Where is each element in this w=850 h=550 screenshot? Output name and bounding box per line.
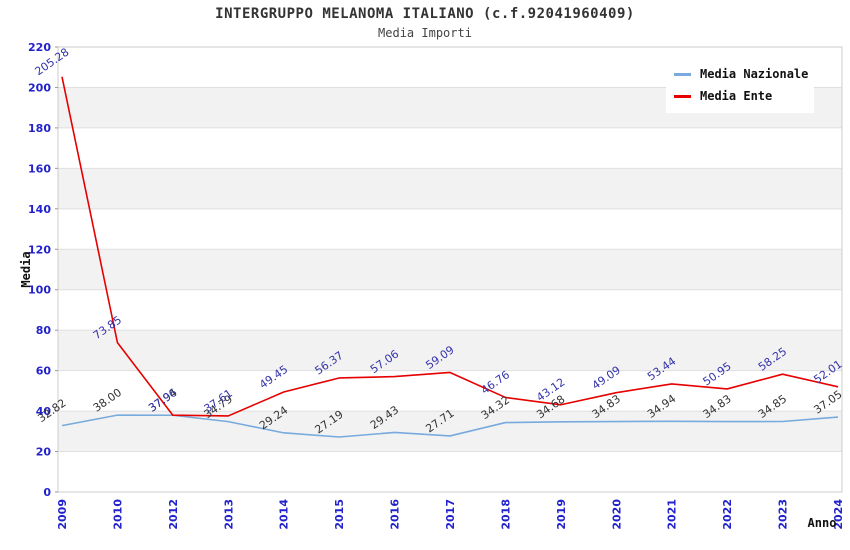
- chart-title: INTERGRUPPO MELANOMA ITALIANO (c.f.92041…: [215, 6, 635, 22]
- y-tick-label: 20: [36, 446, 52, 459]
- y-tick-label: 180: [28, 122, 51, 135]
- y-tick-label: 220: [28, 41, 51, 54]
- series-line-media-ente: [61, 76, 839, 417]
- y-tick-label: 100: [28, 284, 51, 297]
- x-tick-label: 2021: [666, 499, 679, 530]
- x-tick-label: 2020: [610, 499, 623, 530]
- grid-band: [58, 168, 842, 209]
- chart-subtitle: Media Importi: [378, 26, 472, 40]
- media-nazionale-line-swatch: [674, 72, 691, 76]
- grid-band: [58, 330, 842, 371]
- x-tick-label: 2010: [111, 499, 124, 530]
- x-tick-label: 2024: [832, 499, 845, 530]
- x-tick-label: 2017: [444, 499, 457, 530]
- x-tick-label: 2009: [56, 499, 69, 530]
- y-tick-label: 120: [28, 243, 51, 256]
- x-tick-label: 2014: [278, 499, 291, 530]
- y-tick-label: 200: [28, 81, 51, 94]
- media-ente-line-swatch: [674, 94, 691, 98]
- y-tick-label: 140: [28, 203, 51, 216]
- x-axis-title: Anno: [808, 516, 837, 530]
- y-axis-title: Media: [19, 251, 33, 287]
- grid-band: [58, 249, 842, 290]
- y-tick-label: 80: [36, 324, 52, 337]
- x-tick-label: 2018: [499, 499, 512, 530]
- x-tick-label: 2019: [555, 499, 568, 530]
- legend-label: Media Nazionale: [700, 67, 809, 81]
- x-tick-label: 2016: [389, 499, 402, 530]
- x-tick-label: 2022: [721, 499, 734, 530]
- legend-item-media-nazionale: Media Nazionale: [674, 63, 809, 85]
- chart-legend: Media Nazionale Media Ente: [666, 56, 814, 113]
- series-line-media-nazionale: [61, 414, 839, 438]
- y-tick-label: 160: [28, 162, 51, 175]
- x-tick-label: 2012: [167, 499, 180, 530]
- y-tick-label: 40: [36, 405, 52, 418]
- legend-item-media-ente: Media Ente: [674, 85, 806, 107]
- y-tick-label: 60: [36, 365, 52, 378]
- y-tick-label: 0: [43, 486, 51, 499]
- legend-label: Media Ente: [700, 89, 773, 103]
- plot-border: [57, 46, 843, 493]
- x-tick-label: 2013: [222, 499, 235, 530]
- x-tick-label: 2023: [777, 499, 790, 530]
- x-tick-label: 2015: [333, 499, 346, 530]
